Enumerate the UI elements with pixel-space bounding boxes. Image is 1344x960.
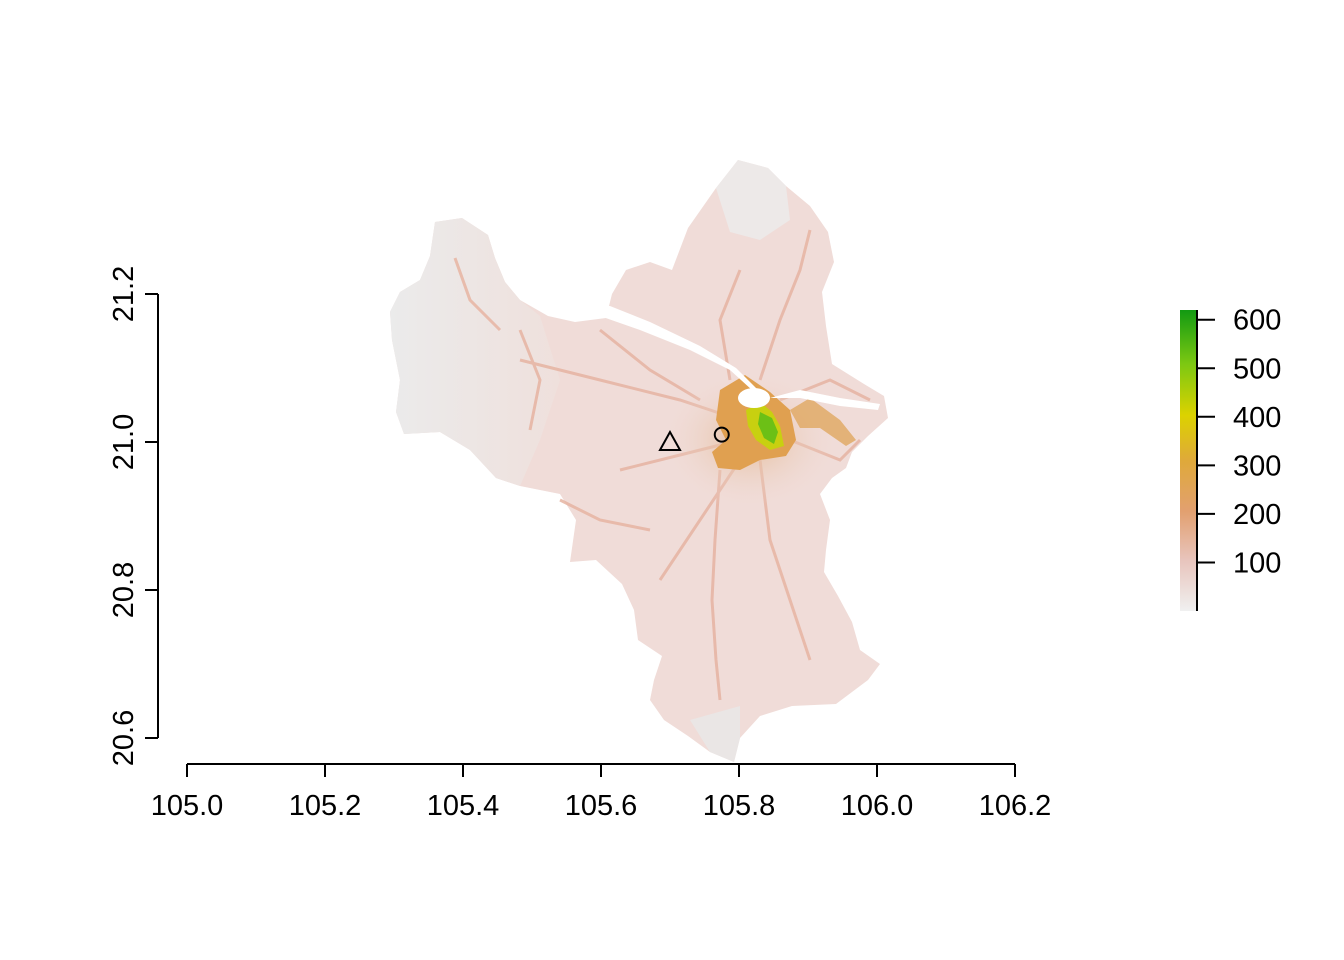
river — [560, 306, 766, 398]
y-tick-label: 20.6 — [108, 710, 140, 766]
urban-core-inner — [758, 412, 778, 444]
x-tick-label: 106.2 — [979, 790, 1052, 822]
x-tick-label: 106.0 — [841, 790, 914, 822]
legend-tick-label: 200 — [1233, 499, 1281, 531]
y-tick-label: 21.0 — [108, 414, 140, 470]
legend: 100 200 300 400 500 600 — [1180, 305, 1281, 611]
x-tick-label: 105.2 — [289, 790, 362, 822]
urban-extension — [790, 398, 856, 446]
x-tick-label: 105.6 — [565, 790, 638, 822]
x-tick-label: 105.0 — [151, 790, 224, 822]
y-tick-label: 21.2 — [108, 266, 140, 322]
y-tick-label: 20.8 — [108, 562, 140, 618]
circle-marker — [713, 426, 730, 443]
northern-zone — [716, 160, 790, 240]
x-tick-label: 105.4 — [427, 790, 500, 822]
river-lake — [738, 388, 770, 408]
x-tick-label: 105.8 — [703, 790, 776, 822]
legend-tick-label: 600 — [1233, 305, 1281, 337]
legend-tick-label: 300 — [1233, 450, 1281, 482]
markers — [658, 426, 730, 451]
map-region — [390, 160, 888, 762]
western-zone — [390, 218, 560, 486]
legend-tick-label: 100 — [1233, 547, 1281, 579]
river-east — [770, 390, 880, 410]
legend-tick-label: 400 — [1233, 402, 1281, 434]
legend-tick-label: 500 — [1233, 353, 1281, 385]
triangle-marker — [658, 429, 682, 451]
legend-colorbar — [1180, 310, 1197, 611]
southern-tip — [690, 706, 740, 762]
axes: 105.0 105.2 105.4 105.6 105.8 106.0 106.2 20.6 2… — [108, 266, 1051, 822]
